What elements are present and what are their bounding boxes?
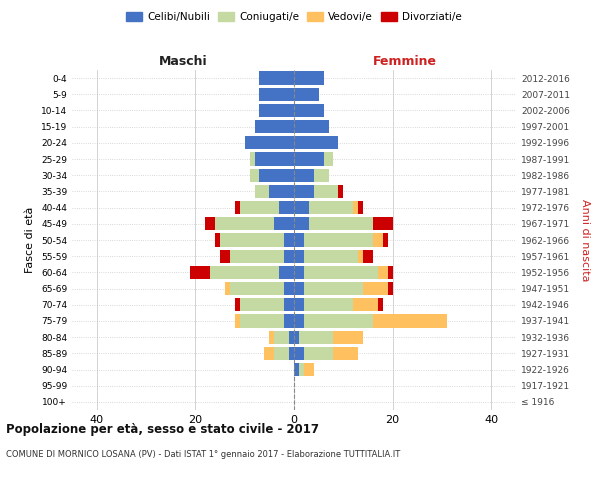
Bar: [250, 152, 254, 166]
Text: COMUNE DI MORNICO LOSANA (PV) - Dati ISTAT 1° gennaio 2017 - Elaborazione TUTTIT: COMUNE DI MORNICO LOSANA (PV) - Dati IST…: [6, 450, 400, 459]
Bar: [299, 363, 304, 376]
Bar: [269, 185, 294, 198]
Bar: [269, 330, 274, 344]
Bar: [294, 234, 304, 246]
Bar: [334, 330, 363, 344]
Y-axis label: Anni di nascita: Anni di nascita: [580, 198, 590, 281]
Y-axis label: Fasce di età: Fasce di età: [25, 207, 35, 273]
Bar: [240, 201, 279, 214]
Bar: [294, 104, 323, 117]
Bar: [259, 104, 294, 117]
Text: Maschi: Maschi: [158, 54, 208, 68]
Bar: [294, 314, 304, 328]
Bar: [245, 136, 294, 149]
Bar: [265, 346, 274, 360]
Bar: [284, 234, 294, 246]
Bar: [353, 201, 358, 214]
Bar: [289, 330, 294, 344]
Bar: [254, 152, 294, 166]
Bar: [294, 363, 299, 376]
Bar: [294, 282, 304, 295]
Bar: [373, 314, 447, 328]
Bar: [363, 250, 373, 263]
Bar: [279, 266, 294, 279]
Bar: [309, 201, 353, 214]
Bar: [358, 201, 363, 214]
Legend: Celibi/Nubili, Coniugati/e, Vedovi/e, Divorziati/e: Celibi/Nubili, Coniugati/e, Vedovi/e, Di…: [122, 8, 466, 26]
Bar: [215, 234, 220, 246]
Bar: [314, 185, 338, 198]
Bar: [294, 266, 304, 279]
Bar: [304, 234, 373, 246]
Bar: [304, 363, 314, 376]
Bar: [294, 152, 323, 166]
Text: Popolazione per età, sesso e stato civile - 2017: Popolazione per età, sesso e stato civil…: [6, 422, 319, 436]
Bar: [220, 234, 284, 246]
Bar: [274, 330, 289, 344]
Bar: [230, 250, 284, 263]
Bar: [284, 298, 294, 312]
Bar: [294, 346, 304, 360]
Bar: [294, 250, 304, 263]
Bar: [353, 298, 378, 312]
Bar: [294, 168, 314, 182]
Bar: [279, 201, 294, 214]
Bar: [294, 88, 319, 101]
Bar: [220, 250, 230, 263]
Bar: [240, 298, 284, 312]
Bar: [358, 250, 363, 263]
Bar: [274, 217, 294, 230]
Bar: [235, 298, 240, 312]
Text: Femmine: Femmine: [373, 54, 437, 68]
Bar: [309, 217, 373, 230]
Bar: [274, 346, 289, 360]
Bar: [250, 168, 259, 182]
Bar: [190, 266, 210, 279]
Bar: [373, 217, 392, 230]
Bar: [294, 330, 299, 344]
Bar: [284, 314, 294, 328]
Bar: [304, 250, 358, 263]
Bar: [294, 185, 314, 198]
Bar: [284, 250, 294, 263]
Bar: [294, 201, 309, 214]
Bar: [294, 298, 304, 312]
Bar: [294, 120, 329, 134]
Bar: [235, 201, 240, 214]
Bar: [378, 266, 388, 279]
Bar: [284, 282, 294, 295]
Bar: [259, 168, 294, 182]
Bar: [378, 298, 383, 312]
Bar: [383, 234, 388, 246]
Bar: [388, 282, 392, 295]
Bar: [314, 168, 329, 182]
Bar: [294, 72, 323, 85]
Bar: [235, 314, 240, 328]
Bar: [299, 330, 334, 344]
Bar: [334, 346, 358, 360]
Bar: [294, 217, 309, 230]
Bar: [388, 266, 392, 279]
Bar: [338, 185, 343, 198]
Bar: [363, 282, 388, 295]
Bar: [259, 88, 294, 101]
Bar: [304, 266, 378, 279]
Bar: [210, 266, 279, 279]
Bar: [323, 152, 334, 166]
Bar: [304, 346, 334, 360]
Bar: [225, 282, 230, 295]
Bar: [373, 234, 383, 246]
Bar: [289, 346, 294, 360]
Bar: [254, 120, 294, 134]
Bar: [294, 136, 338, 149]
Bar: [259, 72, 294, 85]
Bar: [304, 298, 353, 312]
Bar: [304, 314, 373, 328]
Bar: [230, 282, 284, 295]
Bar: [304, 282, 363, 295]
Bar: [205, 217, 215, 230]
Bar: [254, 185, 269, 198]
Bar: [240, 314, 284, 328]
Bar: [215, 217, 274, 230]
